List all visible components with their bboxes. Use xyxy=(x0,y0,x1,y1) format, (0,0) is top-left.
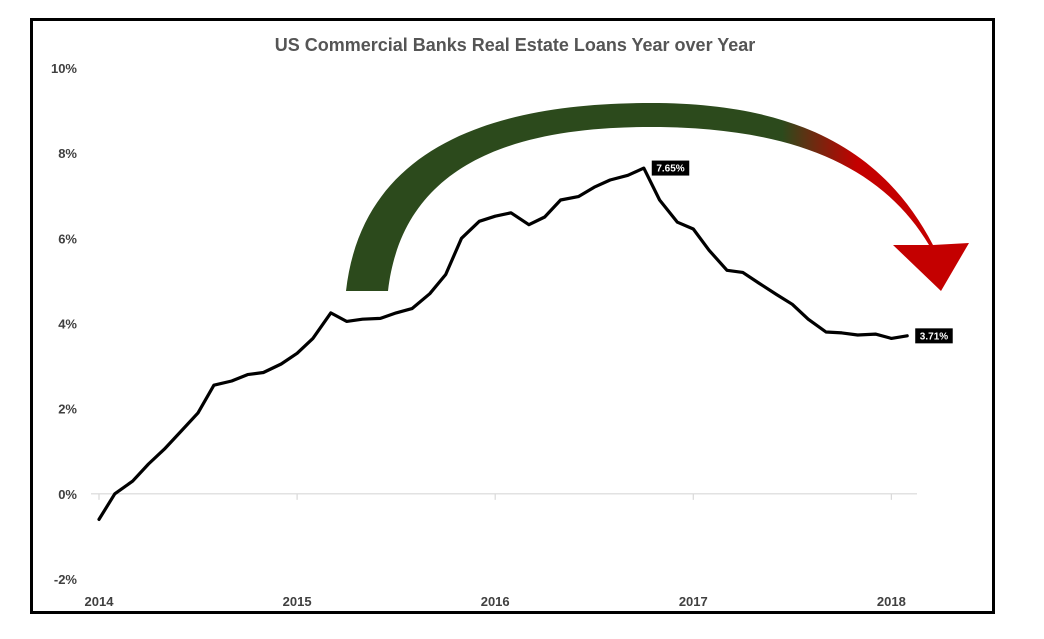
y-tick-label: 10% xyxy=(51,61,77,76)
curved-arrow-icon xyxy=(346,103,969,291)
data-label: 7.65% xyxy=(651,160,690,176)
data-label-box xyxy=(915,328,953,344)
plot-area: 7.65% 3.71% xyxy=(97,160,953,521)
x-tick-label: 2015 xyxy=(283,594,312,609)
x-tick-label: 2018 xyxy=(877,594,906,609)
data-label-text: 3.71% xyxy=(920,331,948,342)
y-tick-label: 8% xyxy=(58,146,77,161)
y-tick-label: 4% xyxy=(58,317,77,332)
y-tick-label: 2% xyxy=(58,402,77,417)
x-tick-label: 2016 xyxy=(481,594,510,609)
chart-title: US Commercial Banks Real Estate Loans Ye… xyxy=(275,35,756,55)
chart-frame: US Commercial Banks Real Estate Loans Ye… xyxy=(30,18,995,614)
data-label-text: 7.65% xyxy=(656,164,684,175)
data-label: 3.71% xyxy=(915,328,953,344)
line-chart: US Commercial Banks Real Estate Loans Ye… xyxy=(51,35,969,609)
y-tick-label: 0% xyxy=(58,487,77,502)
x-tick-label: 2014 xyxy=(85,594,115,609)
data-label-box xyxy=(651,160,690,176)
y-tick-label: 6% xyxy=(58,231,77,246)
y-tick-label: -2% xyxy=(54,572,78,587)
axes: -2% 0% 2% 4% 6% 8% 10% 2014 2015 2016 2017 2018 xyxy=(51,61,917,609)
x-tick-label: 2017 xyxy=(679,594,708,609)
series-line xyxy=(97,166,909,521)
